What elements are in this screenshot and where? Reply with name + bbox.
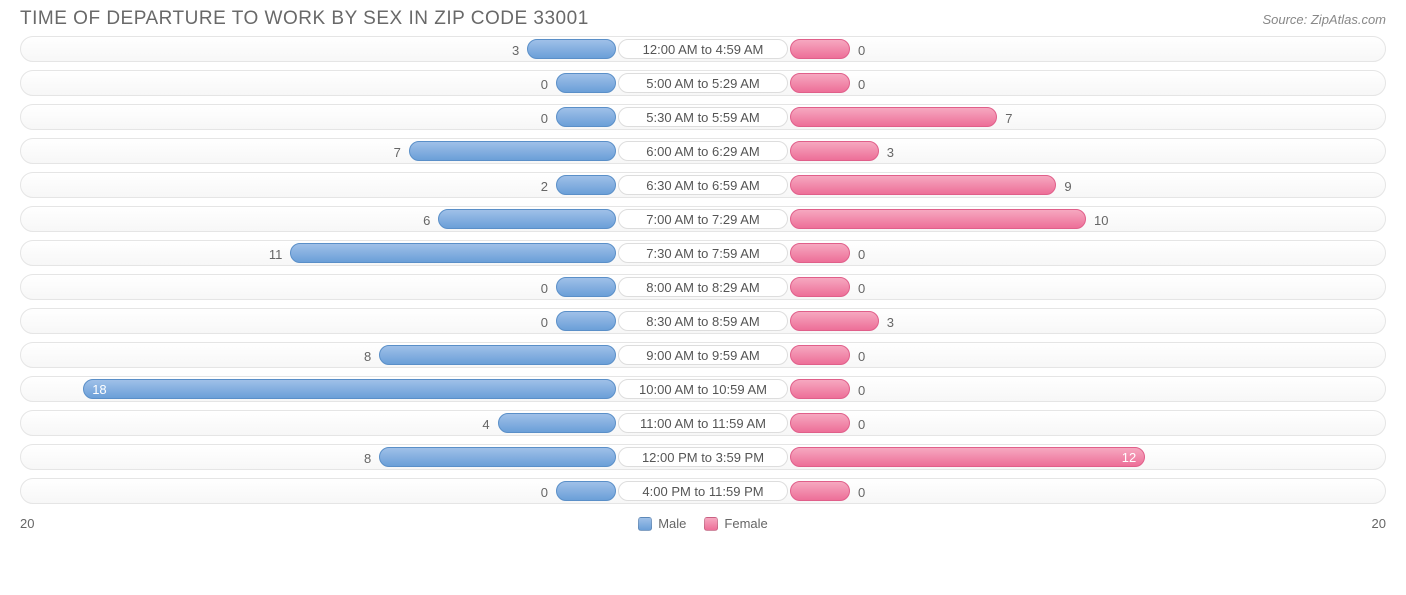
male-value: 0	[516, 275, 556, 301]
male-bar	[556, 277, 616, 297]
male-value: 8	[339, 343, 379, 369]
chart-row: 0 3 8:30 AM to 8:59 AM	[20, 308, 1386, 334]
male-bar	[556, 481, 616, 501]
male-bar: 18	[83, 379, 616, 399]
chart-source: Source: ZipAtlas.com	[1262, 12, 1386, 27]
male-bar	[556, 107, 616, 127]
legend-label-male: Male	[658, 516, 686, 531]
time-range-label: 8:00 AM to 8:29 AM	[618, 277, 788, 297]
male-bar	[556, 175, 616, 195]
male-value: 7	[369, 139, 409, 165]
female-bar	[790, 209, 1086, 229]
male-value: 0	[516, 309, 556, 335]
time-range-label: 12:00 PM to 3:59 PM	[618, 447, 788, 467]
legend-item-male: Male	[638, 516, 686, 531]
chart-row: 11 0 7:30 AM to 7:59 AM	[20, 240, 1386, 266]
female-value: 0	[850, 275, 890, 301]
male-bar	[290, 243, 616, 263]
male-value: 4	[458, 411, 498, 437]
female-bar	[790, 379, 850, 399]
time-range-label: 11:00 AM to 11:59 AM	[618, 413, 788, 433]
chart-row: 0 7 5:30 AM to 5:59 AM	[20, 104, 1386, 130]
male-bar	[409, 141, 616, 161]
time-range-label: 12:00 AM to 4:59 AM	[618, 39, 788, 59]
female-value: 10	[1086, 207, 1126, 233]
male-value: 2	[516, 173, 556, 199]
legend-label-female: Female	[724, 516, 767, 531]
chart-title: TIME OF DEPARTURE TO WORK BY SEX IN ZIP …	[20, 8, 589, 30]
female-value: 9	[1056, 173, 1096, 199]
chart-row: 0 0 8:00 AM to 8:29 AM	[20, 274, 1386, 300]
female-bar	[790, 107, 997, 127]
time-range-label: 8:30 AM to 8:59 AM	[618, 311, 788, 331]
female-value: 3	[879, 139, 919, 165]
chart-row: 6 10 7:00 AM to 7:29 AM	[20, 206, 1386, 232]
time-range-label: 10:00 AM to 10:59 AM	[618, 379, 788, 399]
female-value: 0	[850, 343, 890, 369]
chart-row: 7 3 6:00 AM to 6:29 AM	[20, 138, 1386, 164]
male-swatch-icon	[638, 517, 652, 531]
female-bar	[790, 481, 850, 501]
male-value: 3	[487, 37, 527, 63]
male-bar	[498, 413, 616, 433]
chart-row: 3 0 12:00 AM to 4:59 AM	[20, 36, 1386, 62]
female-bar	[790, 345, 850, 365]
male-bar	[438, 209, 616, 229]
axis-max-right: 20	[1372, 516, 1386, 531]
time-range-label: 7:30 AM to 7:59 AM	[618, 243, 788, 263]
female-bar	[790, 39, 850, 59]
male-value: 8	[339, 445, 379, 471]
chart-row: 0 0 4:00 PM to 11:59 PM	[20, 478, 1386, 504]
male-bar	[527, 39, 616, 59]
legend: Male Female	[638, 516, 768, 531]
chart-row: 8 0 9:00 AM to 9:59 AM	[20, 342, 1386, 368]
axis-max-left: 20	[20, 516, 34, 531]
female-value: 12	[1122, 450, 1136, 465]
female-value: 0	[850, 37, 890, 63]
female-value: 0	[850, 377, 890, 403]
male-value: 0	[516, 105, 556, 131]
chart-row: 8 12 12:00 PM to 3:59 PM	[20, 444, 1386, 470]
female-bar	[790, 141, 879, 161]
female-bar	[790, 243, 850, 263]
male-value: 0	[516, 71, 556, 97]
female-bar: 12	[790, 447, 1145, 467]
diverging-bar-chart: 3 0 12:00 AM to 4:59 AM 0 0 5:00 AM to 5:29 A…	[0, 36, 1406, 504]
female-swatch-icon	[704, 517, 718, 531]
chart-row: 2 9 6:30 AM to 6:59 AM	[20, 172, 1386, 198]
male-bar	[556, 73, 616, 93]
male-bar	[556, 311, 616, 331]
female-value: 7	[997, 105, 1037, 131]
male-bar	[379, 345, 616, 365]
chart-row: 0 0 5:00 AM to 5:29 AM	[20, 70, 1386, 96]
female-bar	[790, 413, 850, 433]
chart-footer: 20 Male Female 20	[0, 512, 1406, 531]
male-value: 18	[92, 382, 106, 397]
female-value: 0	[850, 411, 890, 437]
legend-item-female: Female	[704, 516, 767, 531]
chart-row: 18 0 10:00 AM to 10:59 AM	[20, 376, 1386, 402]
female-value: 0	[850, 479, 890, 505]
time-range-label: 7:00 AM to 7:29 AM	[618, 209, 788, 229]
female-value: 3	[879, 309, 919, 335]
female-value: 0	[850, 241, 890, 267]
chart-row: 4 0 11:00 AM to 11:59 AM	[20, 410, 1386, 436]
male-value: 11	[250, 241, 290, 267]
time-range-label: 4:00 PM to 11:59 PM	[618, 481, 788, 501]
female-bar	[790, 311, 879, 331]
female-bar	[790, 175, 1056, 195]
time-range-label: 6:30 AM to 6:59 AM	[618, 175, 788, 195]
female-value: 0	[850, 71, 890, 97]
male-value: 0	[516, 479, 556, 505]
female-bar	[790, 73, 850, 93]
female-bar	[790, 277, 850, 297]
male-value: 6	[398, 207, 438, 233]
chart-header: TIME OF DEPARTURE TO WORK BY SEX IN ZIP …	[0, 0, 1406, 36]
time-range-label: 6:00 AM to 6:29 AM	[618, 141, 788, 161]
time-range-label: 5:00 AM to 5:29 AM	[618, 73, 788, 93]
time-range-label: 9:00 AM to 9:59 AM	[618, 345, 788, 365]
time-range-label: 5:30 AM to 5:59 AM	[618, 107, 788, 127]
male-bar	[379, 447, 616, 467]
